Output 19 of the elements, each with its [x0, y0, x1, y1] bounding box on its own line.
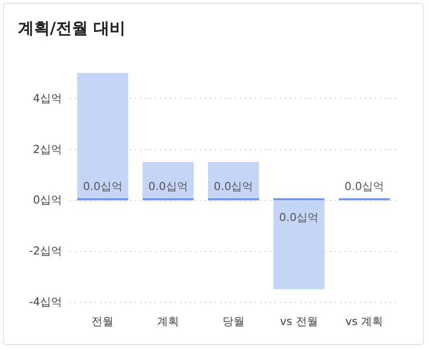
y-tick-label: 0십억 — [33, 194, 62, 207]
data-label: 0.0십억 — [148, 180, 188, 194]
data-label: 0.0십억 — [214, 180, 254, 194]
data-label: 0.0십억 — [344, 180, 384, 194]
x-tick-label: 당월 — [222, 315, 244, 328]
y-tick-label: -2십억 — [29, 244, 62, 258]
data-label: 0.0십억 — [279, 211, 319, 224]
x-tick-label: vs 전월 — [280, 315, 318, 328]
x-tick-label: 계획 — [157, 315, 180, 328]
y-tick-label: 2십억 — [33, 142, 62, 156]
bar — [208, 162, 260, 200]
bar — [77, 73, 128, 200]
data-label: 0.0십억 — [82, 180, 122, 194]
y-tick-label: 4십억 — [33, 92, 62, 105]
bar — [142, 162, 194, 200]
x-tick-label: vs 계획 — [345, 315, 384, 328]
y-tick-label: -4십억 — [29, 296, 62, 308]
chart-title: 계획/전월 대비 — [18, 18, 126, 38]
x-tick-label: 전월 — [92, 315, 114, 328]
